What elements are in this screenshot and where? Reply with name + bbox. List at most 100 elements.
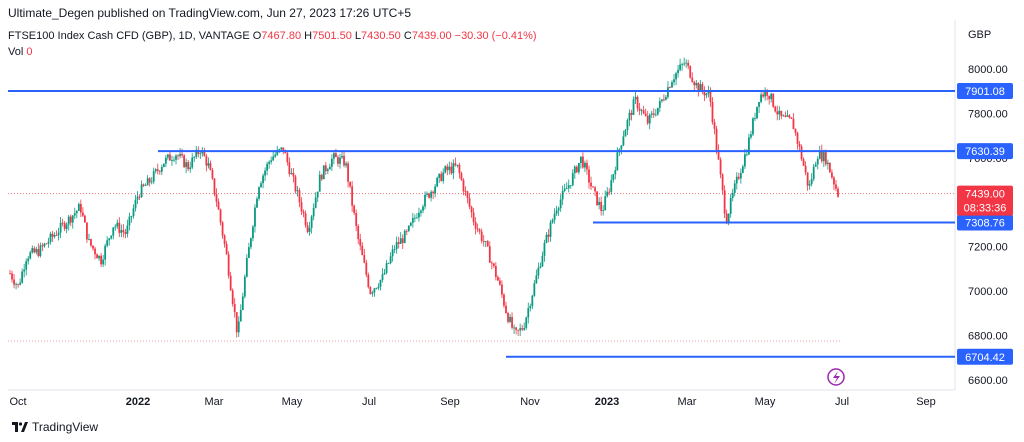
candle [796, 131, 799, 150]
candle [57, 227, 60, 241]
low-label: L [354, 30, 362, 42]
candle [77, 202, 80, 212]
candle [199, 150, 202, 160]
candle [525, 316, 528, 330]
volume-label: Vol [8, 46, 24, 58]
candle [401, 234, 404, 249]
candle [492, 262, 495, 269]
high-value: 7501.50 [312, 30, 352, 42]
candle [752, 117, 754, 137]
candle [51, 231, 54, 242]
candle [741, 164, 744, 174]
candle [760, 92, 762, 104]
candle [594, 185, 596, 197]
candle [474, 217, 477, 235]
candle [106, 236, 109, 248]
candle [523, 322, 526, 332]
candle [33, 246, 36, 254]
candle [494, 262, 497, 281]
candle [59, 216, 62, 239]
y-tick-label: 8000.00 [968, 64, 1008, 76]
candle [750, 130, 752, 140]
lightning-icon[interactable] [827, 368, 845, 386]
candle [646, 110, 649, 126]
candle [175, 154, 177, 165]
candle [490, 260, 493, 270]
candle [622, 130, 625, 147]
candle [620, 144, 623, 155]
y-tick-label: 7200.00 [968, 242, 1008, 254]
candle [389, 252, 392, 265]
candle [213, 178, 216, 197]
symbol-title[interactable]: FTSE100 Index Cash CFD (GBP), 1D, VANTAG… [8, 30, 250, 42]
candle [588, 165, 590, 189]
candle [227, 251, 230, 279]
candle [608, 188, 611, 196]
candle [310, 214, 313, 234]
candle [420, 209, 422, 217]
candle [221, 220, 224, 239]
high-label: H [304, 30, 313, 42]
candle [53, 232, 56, 239]
candle [519, 323, 522, 337]
x-tick-label: Nov [520, 396, 540, 408]
candle [69, 214, 72, 227]
candle [543, 239, 546, 262]
candle [782, 114, 785, 117]
candle [96, 253, 98, 259]
candle [802, 157, 805, 167]
y-tick-label: 6600.00 [968, 375, 1008, 387]
candle [547, 228, 550, 243]
candle [521, 324, 524, 332]
symbol-legend: FTSE100 Index Cash CFD (GBP), 1D, VANTAG… [8, 30, 537, 42]
candle [575, 165, 578, 174]
candle [268, 160, 271, 169]
candle [219, 208, 222, 226]
candle [654, 109, 657, 117]
level-lines-group [8, 89, 955, 358]
candle [650, 110, 653, 119]
candle [756, 106, 758, 120]
y-tick-label: 7000.00 [968, 286, 1008, 298]
candle [21, 268, 24, 284]
candle [286, 150, 289, 166]
candle [250, 237, 252, 250]
candle [691, 72, 694, 83]
candle [614, 166, 617, 180]
candle [503, 293, 505, 308]
candle [754, 112, 756, 122]
candle [134, 194, 137, 212]
candle [537, 262, 540, 280]
candle [377, 283, 380, 291]
candle [806, 172, 809, 191]
candle [545, 232, 548, 244]
candle [55, 230, 58, 237]
candle [596, 191, 598, 207]
candle [501, 280, 503, 299]
countdown-label: 08:33:36 [964, 203, 1007, 215]
candle [223, 234, 226, 248]
candle [357, 224, 360, 245]
candle [158, 169, 161, 175]
candle [333, 151, 335, 165]
candle [247, 242, 250, 259]
candle [426, 191, 428, 197]
candle [154, 168, 157, 174]
candle [780, 110, 783, 120]
candle [788, 114, 791, 119]
candle [173, 156, 175, 162]
time-axis: Oct 2022 Mar May Jul Sep Nov 2023 Mar May Jul Sep [9, 396, 935, 408]
open-value: 7467.80 [261, 30, 302, 42]
candle [618, 148, 621, 157]
last-price-label: 7439.00 [965, 189, 1005, 201]
candle [628, 109, 631, 127]
tradingview-watermark[interactable]: TradingView [12, 420, 98, 434]
candle [638, 102, 641, 116]
low-value: 7430.50 [361, 30, 401, 42]
candle [104, 243, 107, 266]
candle [496, 275, 499, 281]
candle [413, 214, 416, 223]
candle [444, 165, 447, 174]
last-price-tag: 7439.00 08:33:36 [957, 185, 1013, 216]
